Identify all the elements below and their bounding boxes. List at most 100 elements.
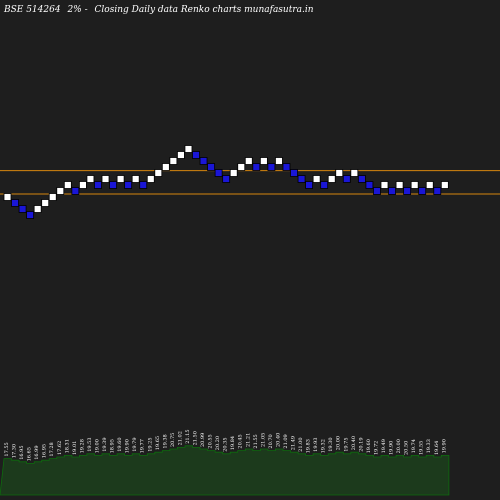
brick-value-label: 21.00 xyxy=(298,437,304,451)
brick-value-label: 19.77 xyxy=(140,439,146,453)
brick-value-label: 19.53 xyxy=(87,437,93,451)
down-brick xyxy=(222,175,231,183)
up-brick xyxy=(244,157,253,165)
brick-value-label: 16.65 xyxy=(27,447,33,461)
brick-value-label: 19.83 xyxy=(306,439,312,453)
up-brick xyxy=(259,157,268,165)
brick-value-label: 19.01 xyxy=(72,441,78,455)
brick-value-label: 18.31 xyxy=(64,439,70,453)
down-brick xyxy=(26,211,35,219)
volume-bars xyxy=(0,445,450,496)
down-brick xyxy=(11,199,19,207)
down-brick xyxy=(71,187,80,195)
up-brick xyxy=(33,205,42,213)
symbol-label: BSE 514264 xyxy=(3,5,61,15)
brick-value-label: 19.30 xyxy=(328,437,334,451)
down-brick xyxy=(357,175,366,183)
brick-value-label: 20.50 xyxy=(404,441,410,455)
brick-value-label: 19.93 xyxy=(313,437,319,451)
brick-value-label: 21.21 xyxy=(245,433,251,447)
renko-bricks xyxy=(3,145,449,219)
down-brick xyxy=(94,181,102,189)
brick-value-label: 16.99 xyxy=(34,445,40,459)
brick-value-label: 17.55 xyxy=(4,442,10,456)
down-brick xyxy=(418,187,427,195)
brick-value-label: 20.20 xyxy=(215,436,221,450)
up-brick xyxy=(161,163,170,171)
up-brick xyxy=(327,175,336,183)
up-brick xyxy=(410,181,419,189)
brick-value-label: 20.75 xyxy=(170,433,176,447)
brick-value-label: 18.95 xyxy=(110,439,116,453)
caption-label: Closing Daily data Renko charts munafasu… xyxy=(95,5,314,15)
brick-value-label: 19.25 xyxy=(147,437,153,451)
brick-value-label: 20.40 xyxy=(275,433,281,447)
down-brick xyxy=(388,187,396,195)
up-brick xyxy=(101,175,110,183)
reversal-marker: - xyxy=(85,5,88,15)
brick-value-label: 19.90 xyxy=(125,439,131,453)
down-brick xyxy=(207,163,215,171)
up-brick xyxy=(380,181,389,189)
down-brick xyxy=(109,181,117,189)
up-brick xyxy=(350,169,359,177)
up-brick xyxy=(56,187,65,195)
brick-value-label: 19.90 xyxy=(441,439,447,453)
brick-value-label: 19.38 xyxy=(162,434,168,448)
chart-title: BSE 514264 2% - Closing Daily data Renko… xyxy=(3,5,314,15)
down-brick xyxy=(192,151,200,159)
up-brick xyxy=(41,199,50,207)
down-brick xyxy=(373,187,381,195)
up-brick xyxy=(335,169,344,177)
brick-value-label: 19.49 xyxy=(381,439,387,453)
brick-value-label: 19.74 xyxy=(411,439,417,453)
down-brick xyxy=(320,181,329,189)
brick-value-label: 19.00 xyxy=(94,439,100,453)
down-brick xyxy=(282,163,291,171)
brick-value-label: 21.55 xyxy=(253,434,259,448)
brick-value-label: 19.65 xyxy=(155,436,161,450)
brick-value-label: 21.05 xyxy=(260,433,266,447)
volume-area xyxy=(0,445,450,496)
brick-value-label: 20.70 xyxy=(268,434,274,448)
down-brick xyxy=(124,181,133,189)
down-brick xyxy=(297,175,306,183)
up-brick xyxy=(177,151,185,159)
brick-value-label: 19.39 xyxy=(102,437,108,451)
down-brick xyxy=(342,175,351,183)
up-brick xyxy=(237,163,246,171)
down-brick xyxy=(403,187,412,195)
brick-value-label: 16.95 xyxy=(42,444,48,458)
brick-value-label: 20.45 xyxy=(238,434,244,448)
brick-value-label: 21.02 xyxy=(177,431,183,445)
up-brick xyxy=(3,193,12,201)
up-brick xyxy=(440,181,449,189)
brick-value-label: 20.35 xyxy=(223,437,229,451)
brick-value-label: 21.50 xyxy=(193,431,199,445)
brick-value-label: 19.79 xyxy=(132,437,138,451)
down-brick xyxy=(267,163,276,171)
brick-value-label: 19.64 xyxy=(434,441,440,455)
down-brick xyxy=(433,187,442,195)
down-brick xyxy=(365,181,374,189)
brick-value-label: 19.90 xyxy=(389,441,395,455)
up-brick xyxy=(79,181,87,189)
up-brick xyxy=(395,181,404,189)
down-brick xyxy=(252,163,261,171)
brick-value-label: 17.30 xyxy=(12,444,18,458)
brick-value-label: 21.15 xyxy=(185,429,191,443)
brick-value-label: 16.95 xyxy=(19,445,25,459)
up-brick xyxy=(131,175,140,183)
brick-value-label: 19.72 xyxy=(373,441,379,455)
up-brick xyxy=(312,175,321,183)
up-brick xyxy=(229,169,238,177)
brick-value-label: 20.40 xyxy=(351,436,357,450)
price-levels xyxy=(0,170,500,195)
up-brick xyxy=(146,175,155,183)
brick-labels: 17.55 17.30 16.95 16.65 16.99 16.95 17.28 17.62… xyxy=(4,429,447,461)
brick-value-label: 20.19 xyxy=(358,437,364,451)
up-brick xyxy=(63,181,72,189)
brick-value-label: 19.75 xyxy=(343,437,349,451)
